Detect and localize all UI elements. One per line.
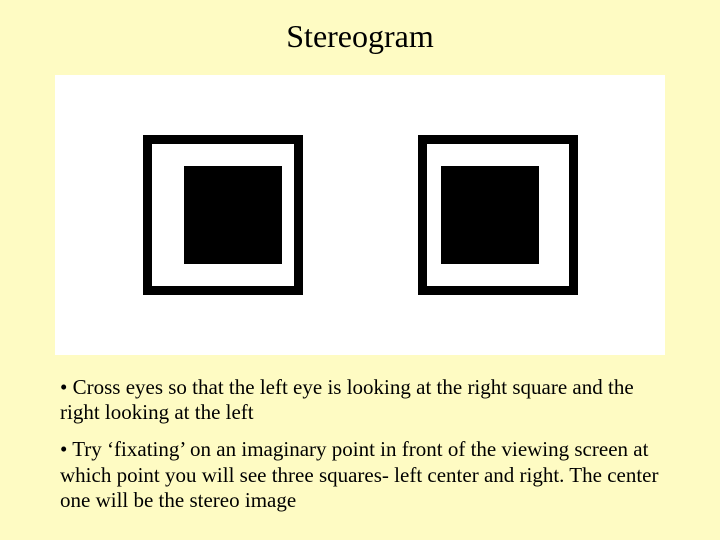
bullet-list: • Cross eyes so that the left eye is loo… bbox=[60, 375, 660, 513]
stereogram-figure bbox=[55, 75, 665, 355]
right-frame bbox=[418, 135, 578, 295]
left-frame bbox=[143, 135, 303, 295]
bullet-item: • Try ‘fixating’ on an imaginary point i… bbox=[60, 437, 660, 513]
bullet-item: • Cross eyes so that the left eye is loo… bbox=[60, 375, 660, 425]
page-title: Stereogram bbox=[0, 0, 720, 67]
right-inner-square bbox=[441, 166, 539, 264]
left-inner-square bbox=[184, 166, 282, 264]
